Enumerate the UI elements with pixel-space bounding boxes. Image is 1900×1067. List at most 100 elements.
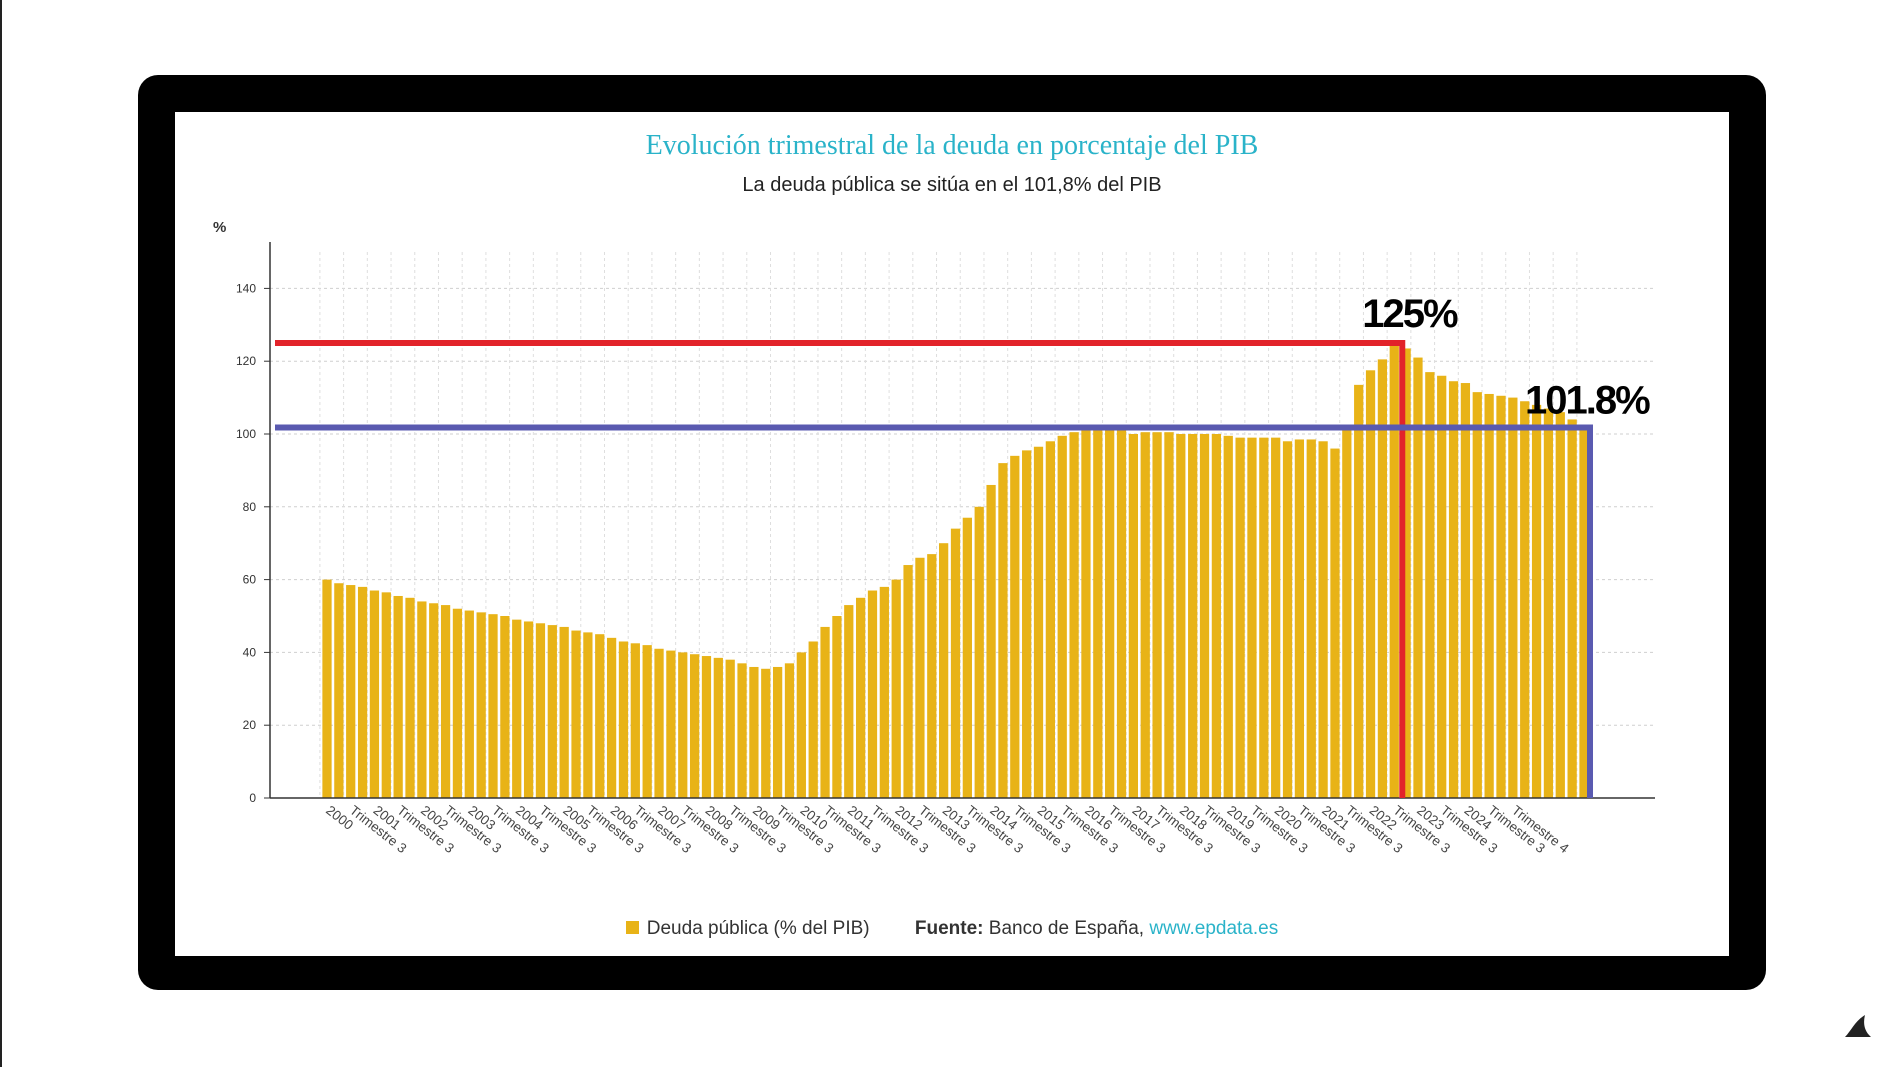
bar bbox=[1555, 412, 1565, 798]
bar bbox=[701, 656, 712, 798]
chart-legend: Deuda pública (% del PIB) Fuente: Banco … bbox=[175, 918, 1729, 940]
bar bbox=[1235, 437, 1245, 798]
bar bbox=[512, 619, 522, 798]
bar bbox=[1176, 434, 1186, 798]
bar bbox=[595, 634, 605, 798]
bar bbox=[357, 586, 368, 798]
bar bbox=[334, 583, 344, 798]
chart-panel: Evolución trimestral de la deuda en porc… bbox=[175, 112, 1729, 956]
bar bbox=[1105, 430, 1115, 798]
bar bbox=[1294, 439, 1305, 798]
bar bbox=[844, 605, 854, 798]
bar bbox=[535, 623, 546, 798]
bar bbox=[642, 645, 652, 798]
bar bbox=[998, 463, 1008, 798]
chart-title: Evolución trimestral de la deuda en porc… bbox=[645, 130, 1259, 161]
bar bbox=[1425, 372, 1435, 798]
y-tick-label: 80 bbox=[243, 500, 257, 514]
peak-reference-line bbox=[275, 340, 1406, 798]
bar bbox=[429, 603, 439, 798]
bar bbox=[1365, 370, 1376, 798]
bar bbox=[369, 590, 380, 798]
bar bbox=[440, 605, 451, 798]
bar bbox=[500, 616, 510, 798]
bar bbox=[1342, 426, 1352, 798]
bar bbox=[1010, 455, 1020, 798]
bar bbox=[666, 650, 676, 798]
legend-series-label: Deuda pública (% del PIB) bbox=[646, 918, 870, 939]
bar bbox=[547, 625, 557, 798]
bar bbox=[1223, 435, 1233, 798]
bar bbox=[1164, 432, 1174, 798]
bar bbox=[1448, 381, 1459, 798]
x-tick-label: 2000 bbox=[323, 803, 356, 833]
bar bbox=[630, 643, 640, 798]
bar bbox=[1354, 384, 1364, 798]
bar bbox=[749, 666, 759, 798]
bar bbox=[559, 626, 569, 798]
window-edge bbox=[0, 0, 2, 1067]
bar bbox=[903, 565, 913, 798]
bar bbox=[583, 632, 593, 798]
y-tick-label: 60 bbox=[243, 573, 257, 587]
y-tick-label: 120 bbox=[236, 354, 256, 368]
bar bbox=[974, 506, 984, 798]
peak-annotation-label: 125% bbox=[1362, 292, 1458, 336]
bar bbox=[417, 601, 427, 798]
bar bbox=[1579, 427, 1589, 798]
bar bbox=[879, 586, 889, 798]
bar bbox=[1318, 441, 1328, 798]
y-axis-label: % bbox=[213, 219, 226, 236]
bar bbox=[1520, 401, 1530, 798]
bar bbox=[832, 616, 842, 798]
y-tick-label: 140 bbox=[236, 281, 256, 295]
bar bbox=[1140, 432, 1150, 798]
bar bbox=[1093, 430, 1103, 798]
bar bbox=[606, 637, 617, 798]
bar bbox=[1460, 383, 1471, 798]
bar bbox=[1199, 434, 1210, 798]
bar bbox=[1413, 357, 1423, 798]
bar bbox=[808, 641, 818, 798]
bar bbox=[927, 554, 937, 798]
bar bbox=[689, 654, 700, 798]
y-tick-label: 40 bbox=[243, 645, 257, 659]
bar bbox=[915, 557, 925, 798]
bar bbox=[1306, 439, 1316, 798]
bar bbox=[346, 585, 356, 798]
bar bbox=[1259, 437, 1269, 798]
bar bbox=[1437, 375, 1447, 798]
source-link[interactable]: www.epdata.es bbox=[1149, 918, 1279, 939]
y-tick-labels: 0 20 40 60 80 100 120 140 bbox=[236, 281, 256, 805]
bar bbox=[405, 597, 415, 798]
bar bbox=[1389, 343, 1399, 798]
bar bbox=[322, 579, 332, 798]
bar bbox=[1271, 437, 1281, 798]
y-tick-label: 100 bbox=[236, 427, 256, 441]
bar bbox=[1022, 450, 1032, 798]
bar bbox=[986, 484, 996, 798]
bar-series bbox=[322, 343, 1589, 798]
bar bbox=[1472, 392, 1482, 798]
bar bbox=[891, 579, 901, 798]
bar bbox=[381, 592, 391, 798]
bar bbox=[939, 543, 949, 798]
bar bbox=[654, 648, 664, 798]
bar bbox=[1069, 432, 1079, 798]
bar bbox=[962, 517, 972, 798]
bar bbox=[1152, 432, 1162, 798]
bar bbox=[452, 608, 463, 798]
current-annotation-label: 101.8% bbox=[1525, 378, 1650, 422]
bar bbox=[1247, 437, 1257, 798]
bar bbox=[1508, 397, 1518, 798]
bar bbox=[1045, 441, 1055, 798]
bar bbox=[784, 663, 795, 798]
bar bbox=[796, 652, 806, 798]
annotations: 125% 101.8% bbox=[275, 292, 1652, 798]
bar bbox=[393, 595, 403, 798]
bar bbox=[1282, 441, 1293, 798]
bar bbox=[523, 621, 534, 798]
bar bbox=[464, 610, 474, 798]
